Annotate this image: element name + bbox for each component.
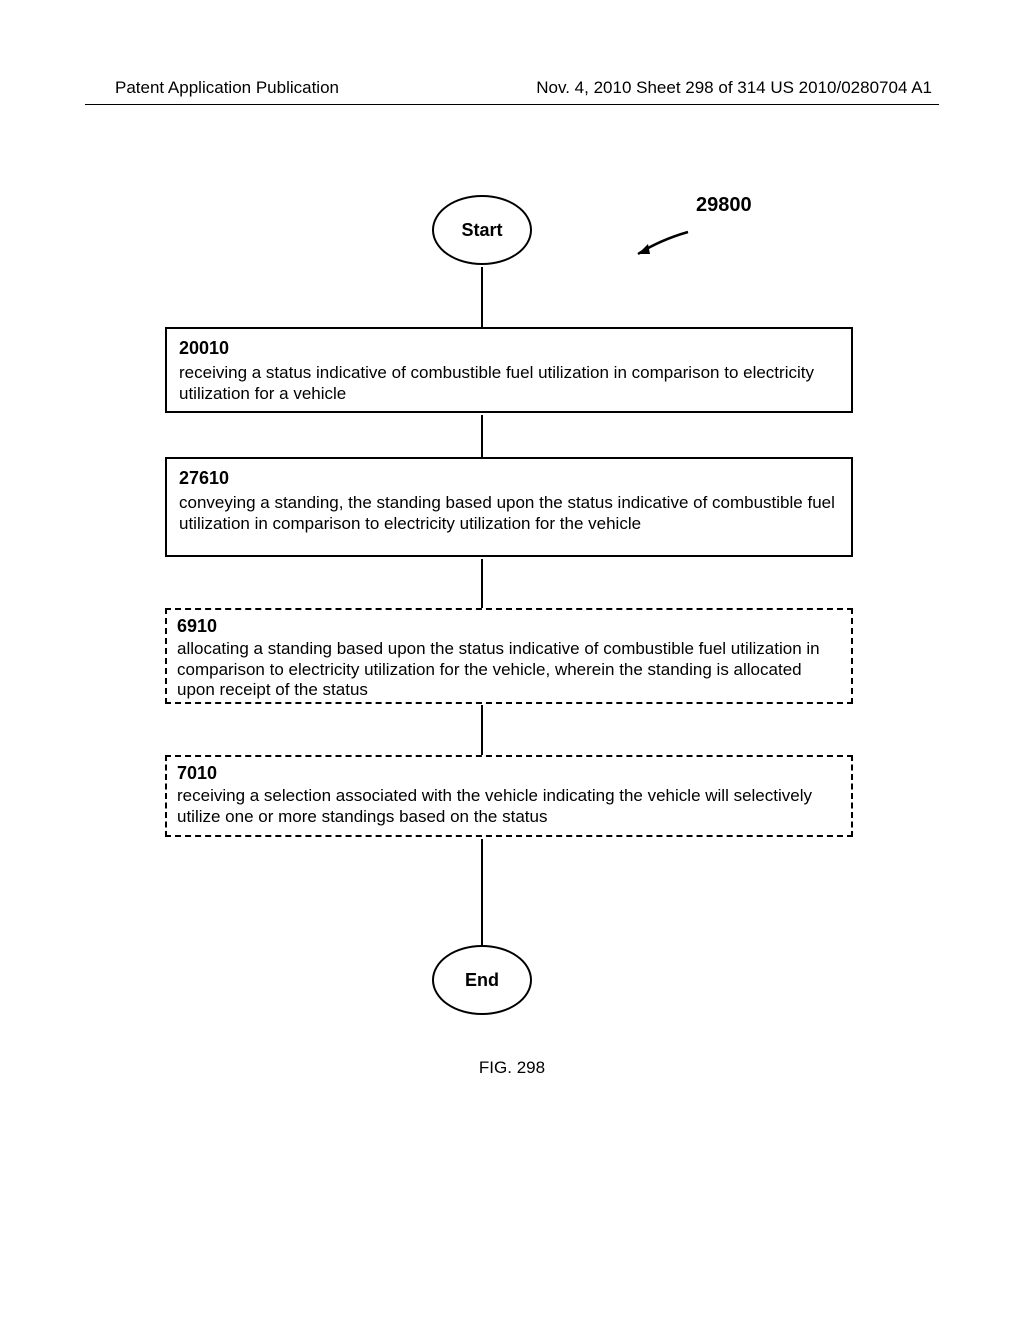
step-text: allocating a standing based upon the sta… <box>177 639 820 699</box>
page: Patent Application Publication Nov. 4, 2… <box>0 0 1024 1320</box>
connector-2 <box>481 415 483 457</box>
step-text: conveying a standing, the standing based… <box>179 493 835 533</box>
connector-1 <box>481 267 483 327</box>
end-terminal: End <box>432 945 532 1015</box>
reference-arrow <box>630 230 690 260</box>
start-label: Start <box>461 220 502 241</box>
connector-3 <box>481 559 483 608</box>
header-rule <box>85 104 939 105</box>
header-left: Patent Application Publication <box>115 78 339 98</box>
figure-label: FIG. 298 <box>0 1058 1024 1078</box>
start-terminal: Start <box>432 195 532 265</box>
header-right: Nov. 4, 2010 Sheet 298 of 314 US 2010/02… <box>536 78 932 98</box>
step-6910-optional: 6910 allocating a standing based upon th… <box>165 608 853 704</box>
reference-29800: 29800 <box>696 194 752 217</box>
end-label: End <box>465 970 499 991</box>
connector-4 <box>481 705 483 755</box>
step-7010-optional: 7010 receiving a selection associated wi… <box>165 755 853 837</box>
step-20010: 20010 receiving a status indicative of c… <box>165 327 853 413</box>
connector-5 <box>481 839 483 945</box>
step-num: 27610 <box>179 467 839 490</box>
step-num: 7010 <box>177 763 841 785</box>
step-27610: 27610 conveying a standing, the standing… <box>165 457 853 557</box>
step-text: receiving a selection associated with th… <box>177 786 812 826</box>
step-num: 6910 <box>177 616 841 638</box>
step-num: 20010 <box>179 337 839 360</box>
step-text: receiving a status indicative of combust… <box>179 363 814 403</box>
